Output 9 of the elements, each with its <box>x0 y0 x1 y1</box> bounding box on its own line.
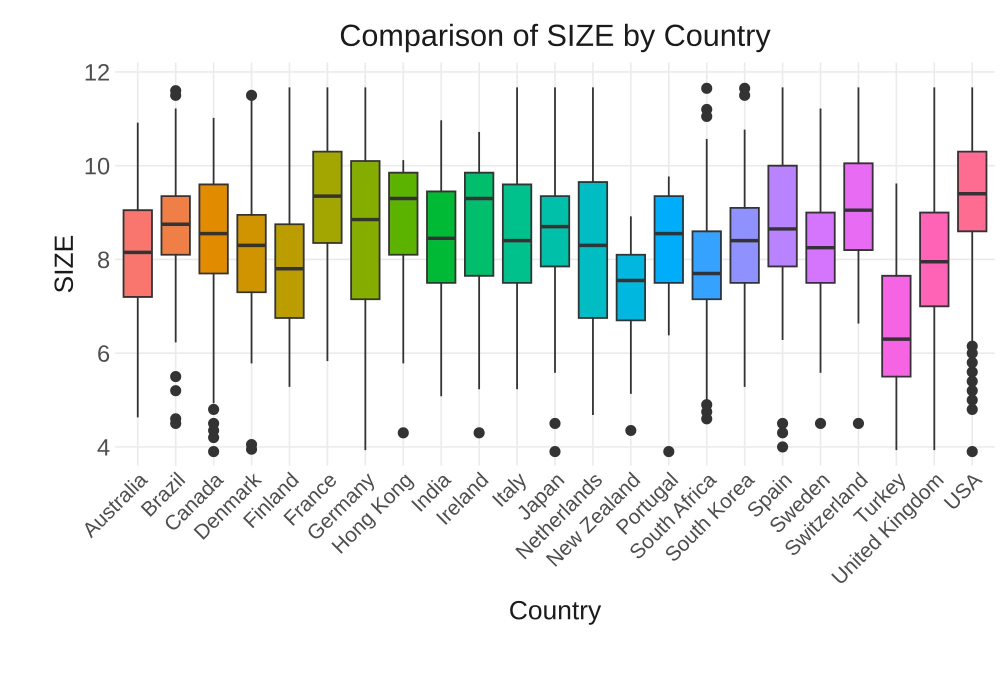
x-axis-title: Country <box>510 600 602 625</box>
x-tick-label: USA <box>943 470 984 510</box>
y-tick-label: 6 <box>98 345 110 362</box>
y-tick-label: 4 <box>98 439 110 456</box>
y-tick-label: 8 <box>98 251 110 268</box>
y-tick-label: 10 <box>86 158 110 174</box>
y-tick-label: 12 <box>86 64 109 80</box>
y-axis-title: SIZE <box>54 236 74 292</box>
chart-title: Comparison of SIZE by Country <box>340 24 771 52</box>
